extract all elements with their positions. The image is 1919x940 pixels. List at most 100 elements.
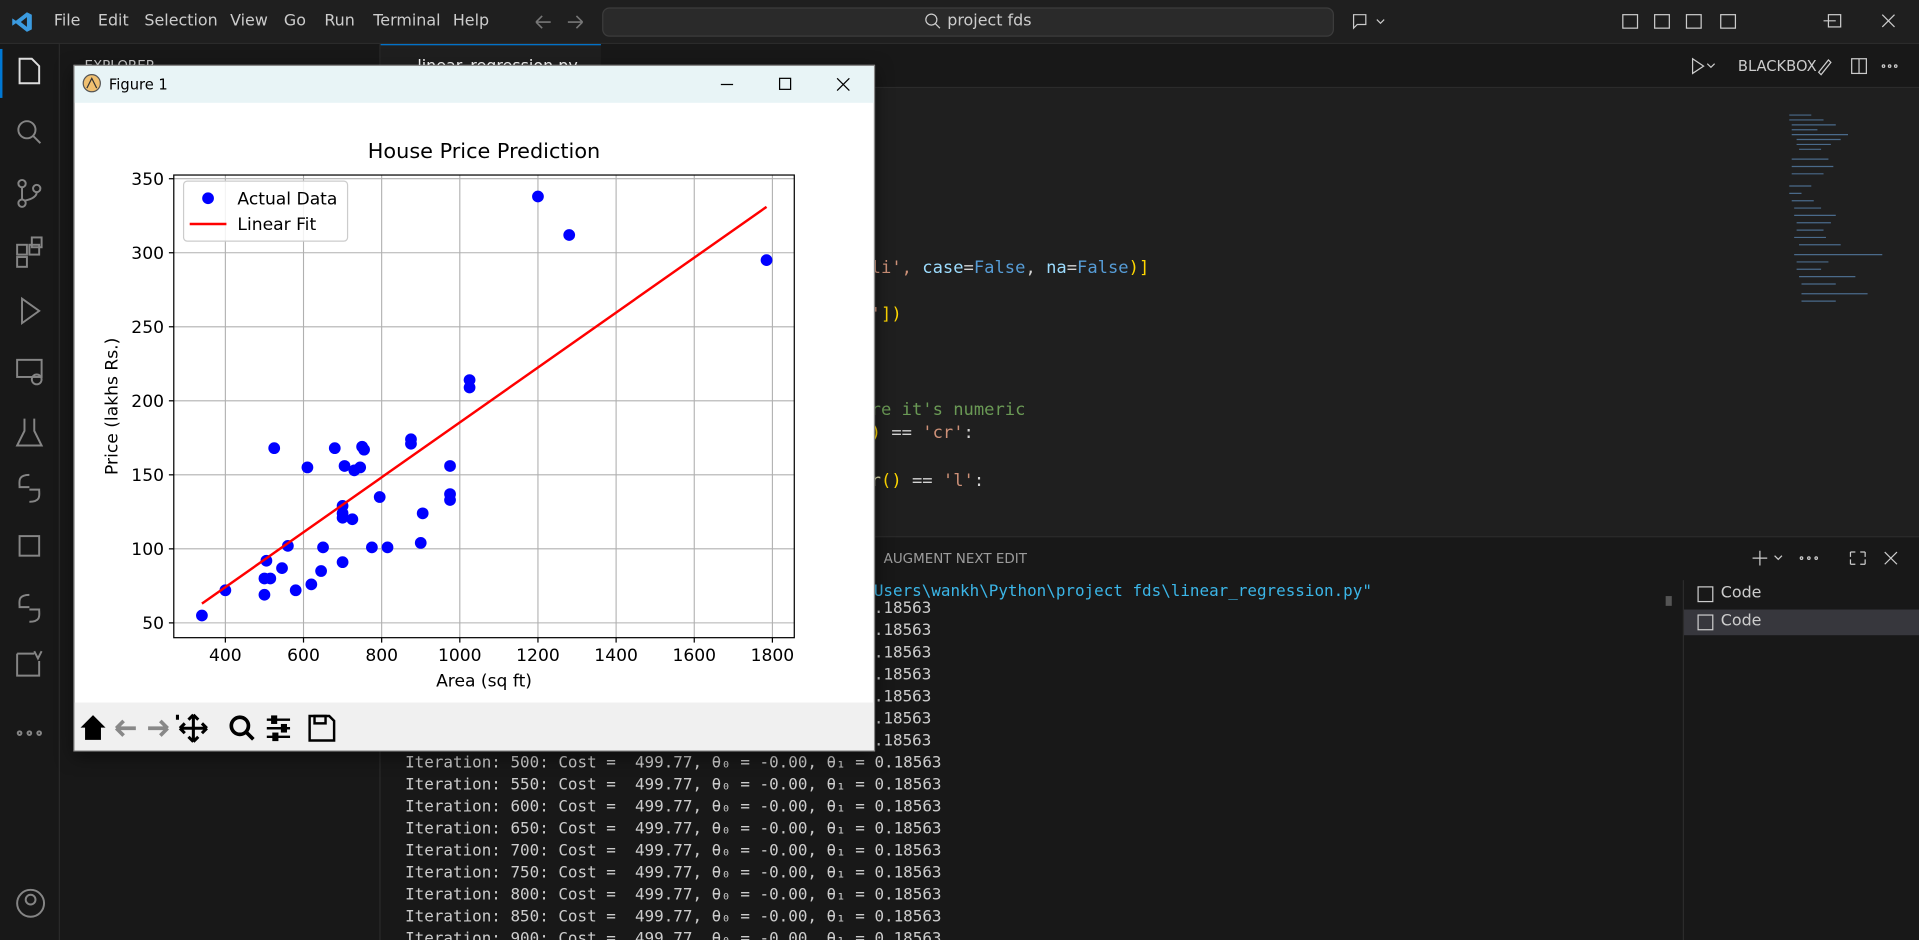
editor-actions[interactable] <box>1815 56 1913 76</box>
terminal-line: Iteration: 600: Cost = 499.77, θ₀ = -0.0… <box>405 798 942 817</box>
terminal-line: Iteration: 550: Cost = 499.77, θ₀ = -0.0… <box>405 775 942 795</box>
legend-label: Actual Data <box>237 189 337 209</box>
code-line: () == 'cr': <box>860 423 973 443</box>
data-point <box>336 511 349 524</box>
panel-divider <box>1682 580 1685 940</box>
x-tick-label: 800 <box>365 646 398 666</box>
legend-marker <box>202 192 214 205</box>
data-point <box>346 513 359 526</box>
figure-icon <box>82 74 101 93</box>
legend-label: Linear Fit <box>237 215 316 235</box>
data-point <box>463 381 476 394</box>
panel-tab[interactable]: AUGMENT NEXT EDIT <box>883 550 1027 567</box>
menu-item[interactable]: Help <box>452 12 490 31</box>
data-point <box>264 572 277 585</box>
account-icon[interactable] <box>15 887 47 919</box>
data-point <box>405 437 417 450</box>
menu-item[interactable]: View <box>230 12 268 31</box>
code-token: case <box>922 258 964 278</box>
code-token: () <box>880 471 902 491</box>
terminal-icon <box>1697 586 1714 603</box>
blackbox-label[interactable]: BLACKBOX <box>1737 57 1817 75</box>
data-point <box>328 442 341 455</box>
data-point <box>354 461 367 474</box>
figure-window: Figure 1 House Price Prediction 400 600 800… <box>73 64 876 752</box>
search-box[interactable]: project fds <box>602 7 1334 37</box>
figure-window-controls[interactable] <box>711 73 870 95</box>
data-point <box>305 578 318 591</box>
window-controls <box>1622 14 1895 29</box>
terminal-line: Iteration: 500: Cost = 499.77, θ₀ = -0.0… <box>405 753 942 773</box>
toolbar-icons[interactable] <box>80 712 349 744</box>
menu-item[interactable]: Terminal <box>373 12 441 31</box>
x-tick-label: 1000 <box>438 646 482 666</box>
terminal-line: Iteration: 650: Cost = 499.77, θ₀ = -0.0… <box>405 820 942 839</box>
data-point <box>336 556 349 569</box>
terminal-selected <box>1684 609 1919 636</box>
x-axis-label: Area (sq ft) <box>436 672 532 692</box>
menu-item[interactable]: Run <box>324 12 355 31</box>
terminal-line: Iteration: 850: Cost = 499.77, θ₀ = -0.0… <box>405 908 942 927</box>
terminal-command: Users\wankh\Python\project fds\linear_re… <box>873 582 1372 601</box>
terminal-line: Iteration: 800: Cost = 499.77, θ₀ = -0.0… <box>405 886 942 905</box>
terminal-line: .18563 <box>873 621 932 641</box>
active-indicator <box>0 48 3 98</box>
search-icon <box>925 13 941 29</box>
panel-actions[interactable] <box>1748 548 1907 568</box>
figure-titlebar <box>74 66 874 103</box>
code-token: == <box>901 471 943 491</box>
data-point <box>196 609 208 622</box>
minimap <box>1789 114 1883 302</box>
terminal-line: Iteration: 700: Cost = 499.77, θ₀ = -0.0… <box>405 842 942 861</box>
code-token: na <box>1046 258 1067 278</box>
code-token: ]) <box>880 304 902 325</box>
menu-item[interactable]: Selection <box>144 12 218 31</box>
data-point <box>532 190 544 203</box>
code-token: , <box>1025 258 1047 278</box>
copilot-icon[interactable] <box>1350 10 1389 32</box>
code-token: == <box>880 423 923 444</box>
data-point <box>381 541 394 554</box>
terminal-name[interactable]: Code <box>1720 583 1762 603</box>
terminal-line: .18563 <box>873 665 932 685</box>
data-point <box>301 461 314 474</box>
activity-icons[interactable] <box>12 54 49 764</box>
legend-box <box>182 180 349 242</box>
y-tick-label: 200 <box>131 392 164 412</box>
data-point <box>416 507 429 520</box>
x-tick-label: 600 <box>287 646 320 666</box>
terminal-line: .18563 <box>873 731 932 751</box>
data-point <box>444 460 456 472</box>
code-token: : <box>963 423 974 444</box>
y-tick-label: 350 <box>131 170 164 190</box>
x-tick-label: 1200 <box>516 646 560 666</box>
menu-item[interactable]: Go <box>283 12 307 31</box>
x-tick-label: 1400 <box>594 646 638 666</box>
x-tick-label: 400 <box>209 646 242 666</box>
code-line: ure it's numeric <box>860 400 1025 420</box>
terminal-line: Iteration: 900: Cost = 499.77, θ₀ = -0.0… <box>405 930 942 940</box>
data-point <box>315 565 327 577</box>
data-point <box>260 554 273 567</box>
menu-item[interactable]: Edit <box>97 12 129 31</box>
run-button[interactable] <box>1689 56 1716 76</box>
code-token: )] <box>1128 258 1150 278</box>
data-point <box>268 442 281 455</box>
chart: House Price Prediction 400 600 800 1000 1200 1… <box>102 139 795 692</box>
data-point <box>373 491 386 503</box>
nav-arrows <box>535 15 584 29</box>
terminal-line: .18563 <box>873 709 932 729</box>
data-point <box>760 254 773 267</box>
terminal-name[interactable]: Code <box>1720 611 1762 631</box>
y-tick-label: 50 <box>142 614 164 634</box>
fit-line <box>201 205 768 605</box>
terminal-line: .18563 <box>873 599 932 619</box>
y-axis-label: Price (lakhs Rs.) <box>102 338 122 475</box>
scrollbar <box>1665 596 1672 606</box>
menu-item[interactable]: File <box>53 12 81 31</box>
x-tick-label: 1800 <box>751 646 795 666</box>
data-point <box>258 588 271 601</box>
figure-title: Figure 1 <box>108 75 168 94</box>
terminal-line: Iteration: 750: Cost = 499.77, θ₀ = -0.0… <box>405 864 942 883</box>
